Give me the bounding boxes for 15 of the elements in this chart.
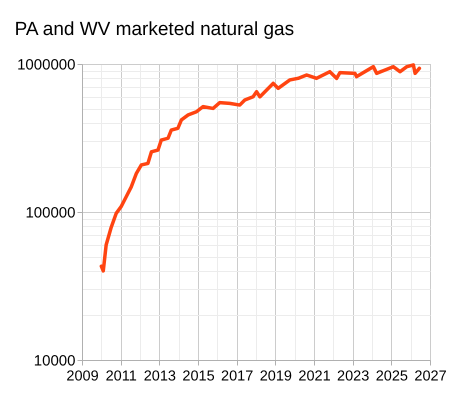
x-tick-label: 2027 [414,368,447,384]
x-tick-label: 2009 [66,368,99,384]
chart-title: PA and WV marketed natural gas [14,19,294,40]
x-tick-label: 2025 [376,368,408,384]
x-tick-label: 2023 [337,368,370,384]
y-tick-label: 100000 [25,204,76,222]
y-tick-label: 10000 [34,352,76,370]
y-tick-label: 1000000 [17,56,76,74]
x-tick-label: 2015 [182,368,215,384]
x-tick-label: 2019 [260,368,292,384]
x-tick-label: 2021 [298,368,331,384]
line-series [100,63,422,273]
x-tick-label: 2017 [221,368,254,384]
x-tick-label: 2011 [106,368,137,384]
x-tick-label: 2013 [144,368,176,384]
